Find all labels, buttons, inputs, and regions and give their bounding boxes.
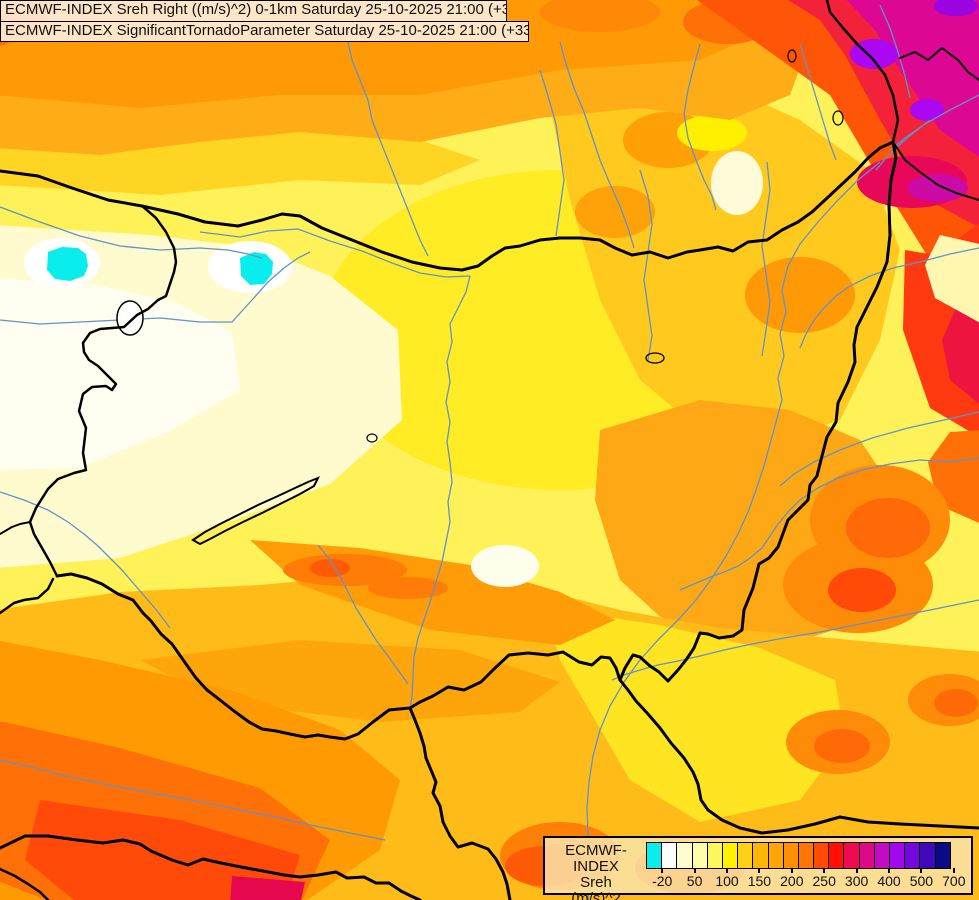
legend-tick-label: 500 <box>909 873 934 889</box>
legend-tick-label: 200 <box>780 873 804 889</box>
river-danube <box>409 275 471 709</box>
title-text-1: ECMWF-INDEX Sreh Right ((m/s)^2) 0-1km S… <box>5 1 507 18</box>
legend-tick-mark <box>726 868 728 873</box>
legend-tick-mark <box>693 868 696 873</box>
legend-color-box <box>721 842 739 869</box>
legend-color-box <box>646 842 663 869</box>
border-east <box>618 140 898 683</box>
legend-color-box <box>919 842 936 869</box>
legend-tick-label: 400 <box>877 873 901 889</box>
legend-tick-label: 700 <box>942 873 966 889</box>
title-text-2: ECMWF-INDEX SignificantTornadoParameter … <box>5 21 529 39</box>
color-scale-legend: ECMWF-INDEX Sreh (m/s)^2 -20 50 100 150 200 2… <box>543 836 973 900</box>
legend-tick-label: 300 <box>844 873 869 889</box>
legend-tick-label: 100 <box>715 873 739 889</box>
legend-color-box <box>858 842 875 869</box>
legend-tick-mark <box>661 868 664 873</box>
legend-color-box <box>767 842 784 869</box>
legend-tick-mark <box>888 868 890 873</box>
map-title-line1: ECMWF-INDEX Sreh Right ((m/s)^2) 0-1km S… <box>0 0 507 22</box>
legend-tick-label: 50 <box>686 873 703 889</box>
legend-color-box <box>889 842 906 869</box>
legend-color-box <box>706 842 723 869</box>
legend-color-box <box>813 842 830 869</box>
border-south <box>55 572 622 741</box>
legend-label-line2: Sreh <box>580 874 612 891</box>
legend-tick-label: -20 <box>652 873 673 889</box>
legend-label: ECMWF-INDEX Sreh (m/s)^2 <box>547 843 645 900</box>
lake-ferto <box>116 300 144 336</box>
lake-balaton <box>191 476 321 546</box>
legend-tick-mark <box>790 868 793 873</box>
legend-label-line3: (m/s)^2 <box>571 890 621 900</box>
border-west <box>28 204 178 578</box>
lake-tisza <box>645 352 665 364</box>
legend-color-box <box>752 842 769 869</box>
negative-helicity-patch <box>47 247 88 281</box>
legend-tick-mark <box>855 868 858 873</box>
negative-helicity-patch <box>240 252 273 285</box>
legend-color-box <box>691 842 708 869</box>
legend-tick-mark <box>823 868 826 873</box>
legend-color-box <box>661 842 678 869</box>
legend-color-box <box>904 842 921 869</box>
border-north <box>0 140 895 272</box>
legend-tick-label: 250 <box>812 873 836 889</box>
legend-color-box <box>676 842 693 869</box>
map-title-line2: ECMWF-INDEX SignificantTornadoParameter … <box>0 20 529 42</box>
legend-color-box <box>797 842 815 869</box>
legend-tick-mark <box>952 868 955 873</box>
legend-color-box <box>828 842 845 869</box>
legend-color-box <box>873 842 890 869</box>
legend-color-box <box>737 842 754 869</box>
river-tisza <box>586 161 881 900</box>
legend-tick-mark <box>920 868 923 873</box>
legend-label-line1: ECMWF-INDEX <box>565 842 627 875</box>
legend-tick-label: 150 <box>747 873 772 889</box>
legend-tick-mark <box>758 868 761 873</box>
legend-color-boxes <box>646 842 951 869</box>
rivers <box>0 4 979 900</box>
legend-color-box <box>843 842 860 869</box>
legend-color-box <box>934 842 951 869</box>
legend-color-box <box>782 842 799 869</box>
